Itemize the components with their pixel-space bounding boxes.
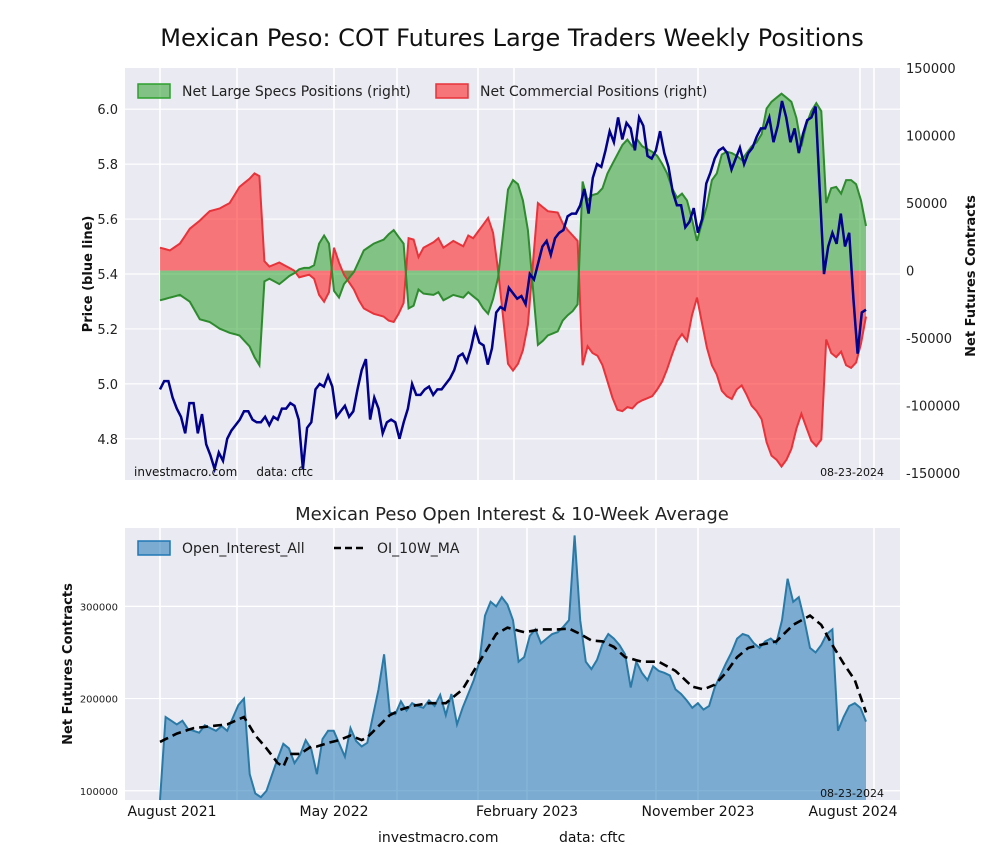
open-interest-tick-label: 300000 <box>80 602 118 613</box>
legend-label-commercial: Net Commercial Positions (right) <box>480 84 707 100</box>
net-contracts-tick-label: -100000 <box>906 400 960 415</box>
price-line <box>158 100 867 474</box>
open-interest-tick-label: 100000 <box>80 787 118 798</box>
oi-10w-ma-line <box>159 614 868 769</box>
price-tick-label: 5.6 <box>97 213 118 228</box>
legend-swatch-commercial <box>435 83 469 99</box>
open-interest-line <box>159 535 867 801</box>
open-interest-legend: Open_Interest_All OI_10W_MA <box>137 540 460 557</box>
open-interest-axis-label: Net Futures Contracts <box>61 583 76 745</box>
x-tick-label: August 2024 <box>808 804 897 820</box>
footer-site: investmacro.com <box>378 830 498 846</box>
net-contracts-tick-label: -150000 <box>906 467 960 482</box>
positions-legend: Net Large Specs Positions (right) Net Co… <box>137 83 707 100</box>
x-tick-label: November 2023 <box>642 804 755 820</box>
positions-watermark: investmacro.com data: cftc <box>134 465 313 479</box>
open-interest-tick-label: 200000 <box>80 695 118 706</box>
net-contracts-axis-ticks: -150000 -100000 -50000 0 50000 100000 150000 <box>906 62 960 482</box>
price-series-line <box>158 100 867 474</box>
x-axis-ticks: August 2021 May 2022 February 2023 November… <box>127 804 897 820</box>
price-tick-label: 6.0 <box>97 103 118 118</box>
price-axis-label: Price (blue line) <box>81 216 96 333</box>
net-commercial-line <box>159 172 867 469</box>
price-tick-label: 4.8 <box>97 433 118 448</box>
legend-label-large-specs: Net Large Specs Positions (right) <box>182 84 411 100</box>
footer-source: data: cftc <box>559 830 625 846</box>
legend-label-open-interest: Open_Interest_All <box>182 541 305 557</box>
open-interest-area <box>160 535 866 800</box>
x-tick-label: February 2023 <box>476 804 578 820</box>
x-tick-label: August 2021 <box>127 804 216 820</box>
legend-swatch-open-interest <box>137 540 171 556</box>
open-interest-title: Mexican Peso Open Interest & 10-Week Ave… <box>295 504 729 525</box>
net-contracts-tick-label: -50000 <box>906 332 952 347</box>
positions-date-label: 08-23-2024 <box>820 466 884 479</box>
positions-areas <box>159 92 867 469</box>
legend-swatch-large-specs <box>137 83 171 99</box>
net-contracts-tick-label: 150000 <box>906 62 956 77</box>
price-tick-label: 5.8 <box>97 158 118 173</box>
net-contracts-tick-label: 100000 <box>906 130 956 145</box>
net-large-specs-area <box>160 93 866 366</box>
net-contracts-tick-label: 50000 <box>906 197 947 212</box>
open-interest-date-label: 08-23-2024 <box>820 787 884 800</box>
open-interest-axis-ticks: 100000 200000 300000 <box>80 602 118 797</box>
price-tick-label: 5.0 <box>97 378 118 393</box>
x-tick-label: May 2022 <box>299 804 368 820</box>
legend-label-ma: OI_10W_MA <box>377 541 460 557</box>
open-interest-series <box>159 535 868 801</box>
net-contracts-tick-label: 0 <box>906 265 914 280</box>
price-tick-label: 5.2 <box>97 323 118 338</box>
net-commercial-area <box>160 173 866 467</box>
positions-chart: 4.8 5.0 5.2 5.4 5.6 5.8 6.0 -150000 -100000 -500… <box>81 62 979 482</box>
net-large-specs-line <box>159 92 867 369</box>
price-tick-label: 5.4 <box>97 268 118 283</box>
figure-title: Mexican Peso: COT Futures Large Traders … <box>160 24 864 52</box>
open-interest-chart: Mexican Peso Open Interest & 10-Week Ave… <box>61 504 900 820</box>
price-axis-ticks: 4.8 5.0 5.2 5.4 5.6 5.8 6.0 <box>97 103 118 448</box>
net-contracts-axis-label: Net Futures Contracts <box>964 195 979 357</box>
